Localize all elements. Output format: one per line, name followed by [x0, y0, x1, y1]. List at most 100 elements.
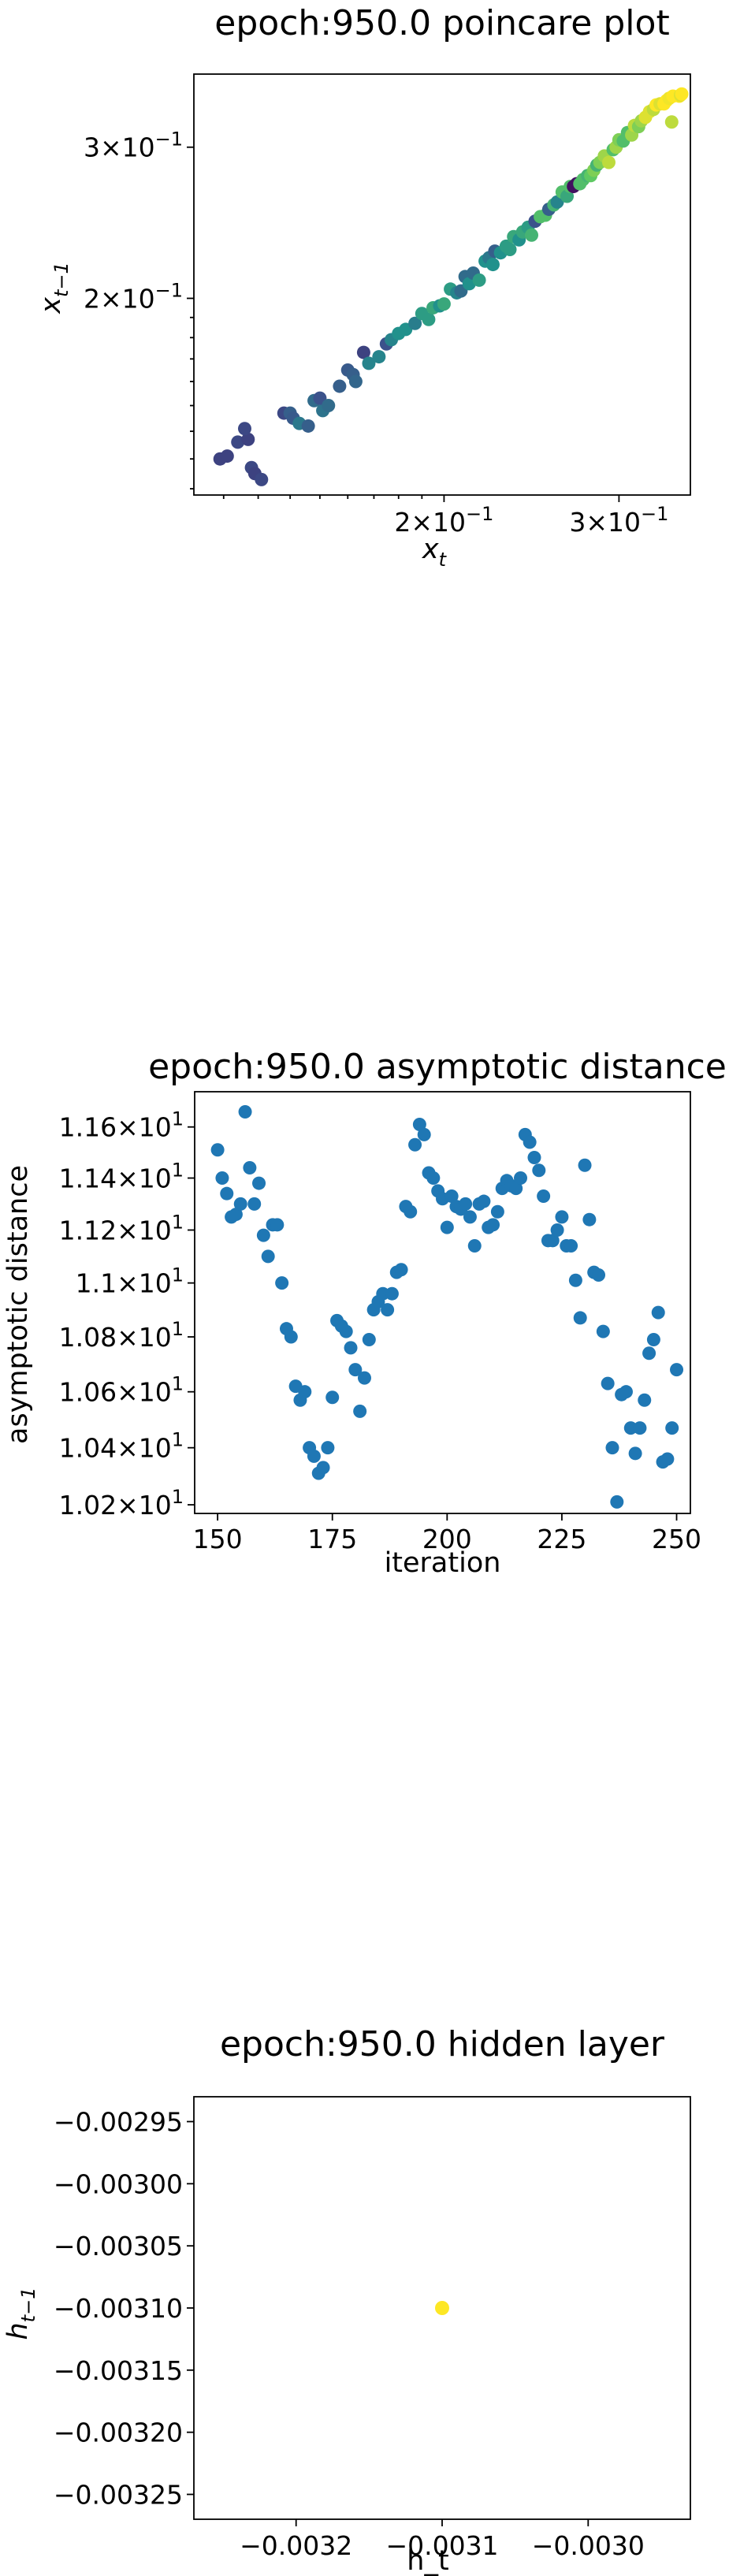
- data-point: [523, 1135, 537, 1149]
- data-point: [241, 432, 255, 446]
- data-point: [467, 1238, 482, 1253]
- data-point: [435, 2301, 449, 2315]
- y-tick-label: −0.00305: [54, 2231, 183, 2261]
- data-point: [215, 1171, 229, 1186]
- y-tick-label: 1.06×101: [59, 1373, 184, 1408]
- data-point: [568, 1273, 582, 1287]
- y-tick-label: 1.1×101: [76, 1264, 184, 1299]
- data-point: [550, 1223, 564, 1237]
- data-point: [422, 312, 436, 326]
- data-point: [348, 374, 363, 389]
- data-point: [664, 115, 679, 129]
- data-point: [376, 1286, 390, 1301]
- data-point: [333, 379, 347, 393]
- data-point: [394, 1263, 408, 1277]
- x-tick-label: 200: [422, 1524, 472, 1554]
- data-point: [321, 1441, 335, 1455]
- y-tick-label: 3×10−1: [84, 128, 183, 163]
- y-axis-label: asymptotic distance: [2, 1165, 34, 1444]
- x-tick-label: 175: [307, 1524, 357, 1554]
- data-point: [527, 1150, 541, 1164]
- data-point: [362, 1332, 376, 1346]
- data-point: [412, 1117, 426, 1131]
- data-point: [582, 1212, 597, 1227]
- data-point: [372, 350, 386, 364]
- data-point: [356, 345, 370, 359]
- chart-title: epoch:950.0 poincare plot: [214, 3, 669, 43]
- data-point: [437, 297, 451, 311]
- y-tick-label: 1.04×101: [59, 1429, 184, 1464]
- data-point: [610, 1495, 624, 1509]
- x-tick-label: 225: [537, 1524, 586, 1554]
- data-point: [408, 1137, 422, 1152]
- data-point: [623, 1421, 638, 1435]
- data-point: [462, 277, 476, 291]
- y-tick-label: 2×10−1: [84, 279, 183, 314]
- data-point: [238, 1104, 252, 1119]
- y-axis-label: xt−1: [35, 262, 73, 315]
- data-point: [252, 1176, 266, 1190]
- asymptotic-distance-chart: epoch:950.0 asymptotic distance 150 175 200…: [2, 1047, 727, 1579]
- data-point: [229, 1208, 243, 1222]
- hidden-layer-chart: epoch:950.0 hidden layer −0.0032 −0.0031 −0…: [2, 2024, 691, 2576]
- data-point: [660, 1452, 675, 1466]
- data-point: [408, 316, 422, 330]
- data-point: [532, 1163, 546, 1178]
- data-point: [651, 1305, 665, 1320]
- data-point: [357, 1371, 371, 1385]
- data-point: [237, 422, 251, 436]
- data-point: [573, 1311, 587, 1325]
- x-axis-label: iteration: [385, 1547, 501, 1579]
- data-point: [275, 1276, 289, 1290]
- data-point: [348, 1363, 363, 1377]
- data-point: [545, 1234, 560, 1248]
- data-point: [601, 155, 616, 169]
- x-tick-label: 150: [193, 1524, 243, 1554]
- data-point: [601, 1376, 615, 1390]
- data-point: [385, 1286, 399, 1301]
- data-point: [619, 1385, 633, 1399]
- data-point: [353, 1404, 367, 1418]
- data-point: [220, 449, 234, 463]
- x-tick-label: −0.0030: [532, 2530, 645, 2561]
- data-point: [261, 1249, 275, 1264]
- plot-frame: [193, 73, 691, 496]
- data-point: [550, 195, 564, 209]
- data-point: [233, 1197, 247, 1211]
- data-point: [605, 1441, 619, 1455]
- x-tick-label: 3×10−1: [569, 503, 668, 538]
- y-tick-label: 1.16×101: [59, 1108, 184, 1143]
- data-point: [675, 87, 689, 101]
- data-point: [665, 1421, 679, 1435]
- data-point: [404, 1204, 418, 1219]
- x-axis-label: xt: [422, 534, 448, 571]
- data-point: [555, 1210, 569, 1224]
- data-point: [220, 1186, 234, 1201]
- data-point: [638, 1393, 652, 1407]
- y-axis-label: ht−1: [2, 2288, 39, 2340]
- data-point: [210, 1143, 225, 1157]
- data-point: [301, 419, 315, 433]
- data-point: [247, 1197, 262, 1211]
- data-point: [243, 1160, 257, 1174]
- data-point: [344, 1341, 358, 1355]
- data-point: [477, 1194, 491, 1208]
- data-point: [670, 1363, 684, 1377]
- data-point: [256, 1228, 270, 1242]
- data-point: [270, 1218, 285, 1232]
- y-tick-label: −0.00295: [54, 2107, 183, 2138]
- data-point: [503, 243, 517, 257]
- data-point: [426, 1171, 441, 1186]
- data-point: [307, 1449, 321, 1463]
- y-tick-label: 1.08×101: [59, 1318, 184, 1353]
- data-point: [628, 1446, 642, 1461]
- y-tick-label: −0.00300: [54, 2168, 183, 2199]
- data-point: [578, 1158, 592, 1172]
- data-point: [596, 1324, 610, 1338]
- data-point: [362, 356, 376, 370]
- poincare-plot-chart: epoch:950.0 poincare plot 2×10−1 3×10−1 2×1…: [35, 3, 691, 571]
- data-point: [444, 1189, 459, 1203]
- chart-title: epoch:950.0 hidden layer: [220, 2024, 665, 2064]
- data-point: [633, 1421, 647, 1435]
- data-point: [231, 435, 245, 449]
